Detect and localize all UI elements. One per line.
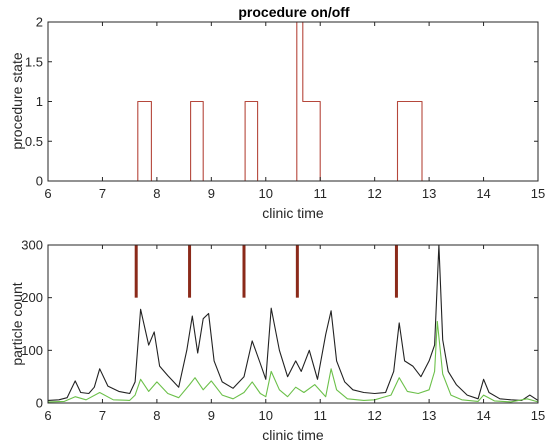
bottom-x-tick-label-4: 10 xyxy=(259,408,273,423)
top-axes-box xyxy=(47,21,539,182)
bottom-x-tick-label-9: 15 xyxy=(531,408,545,423)
bottom-x-tick-label-3: 9 xyxy=(208,408,215,423)
top-x-tick-label-9: 15 xyxy=(531,186,545,201)
bottom-y-ticks: 0 100 200 300 xyxy=(21,238,538,411)
top-y-tick-label-4: 2 xyxy=(36,15,43,30)
top-x-tick-label-7: 13 xyxy=(422,186,436,201)
top-x-tick-label-3: 9 xyxy=(208,186,215,201)
bottom-y-tick-label-2: 200 xyxy=(21,290,43,305)
bottom-x-tick-label-7: 13 xyxy=(422,408,436,423)
top-y-ticks: 0 0.5 1 1.5 2 xyxy=(25,15,538,189)
bottom-y-tick-label-0: 0 xyxy=(36,396,43,411)
particle-count-series xyxy=(47,244,539,403)
top-x-tick-label-8: 14 xyxy=(476,186,490,201)
top-y-tick-label-3: 1.5 xyxy=(25,54,43,69)
procedure-state-panel: procedure on/off 6 7 8 9 10 11 12 13 14 15 0 0.5 1 1… xyxy=(9,4,545,221)
bottom-y-tick-label-1: 100 xyxy=(21,343,43,358)
top-x-tick-label-2: 8 xyxy=(153,186,160,201)
top-x-tick-label-0: 6 xyxy=(44,186,51,201)
bottom-series-line-1 xyxy=(47,320,539,403)
bottom-x-tick-label-0: 6 xyxy=(44,408,51,423)
bottom-series-line-0 xyxy=(47,244,539,401)
procedure-state-series xyxy=(48,21,538,182)
top-y-tick-label-0: 0 xyxy=(36,174,43,189)
top-x-ticks: 6 7 8 9 10 11 12 13 14 15 xyxy=(44,22,545,201)
bottom-x-tick-label-1: 7 xyxy=(99,408,106,423)
top-x-tick-label-6: 12 xyxy=(367,186,381,201)
bottom-x-axis-label: clinic time xyxy=(262,427,324,443)
top-y-axis-label: procedure state xyxy=(9,52,25,149)
top-series-line-0 xyxy=(48,21,538,182)
bottom-x-tick-label-2: 8 xyxy=(153,408,160,423)
bottom-x-ticks: 6 7 8 9 10 11 12 13 14 15 xyxy=(44,245,545,423)
top-chart-title: procedure on/off xyxy=(238,4,350,20)
bottom-y-tick-label-3: 300 xyxy=(21,238,43,253)
top-x-tick-label-5: 11 xyxy=(313,186,327,201)
top-y-tick-label-1: 0.5 xyxy=(25,134,43,149)
bottom-axes-box xyxy=(47,244,539,404)
bottom-x-tick-label-8: 14 xyxy=(476,408,490,423)
bottom-y-axis-label: particle count xyxy=(9,282,25,365)
top-y-tick-label-2: 1 xyxy=(36,94,43,109)
procedure-markers xyxy=(134,245,398,298)
top-x-tick-label-4: 10 xyxy=(259,186,273,201)
bottom-x-tick-label-6: 12 xyxy=(367,408,381,423)
bottom-x-tick-label-5: 11 xyxy=(313,408,327,423)
top-x-tick-label-1: 7 xyxy=(99,186,106,201)
top-x-axis-label: clinic time xyxy=(262,205,324,221)
